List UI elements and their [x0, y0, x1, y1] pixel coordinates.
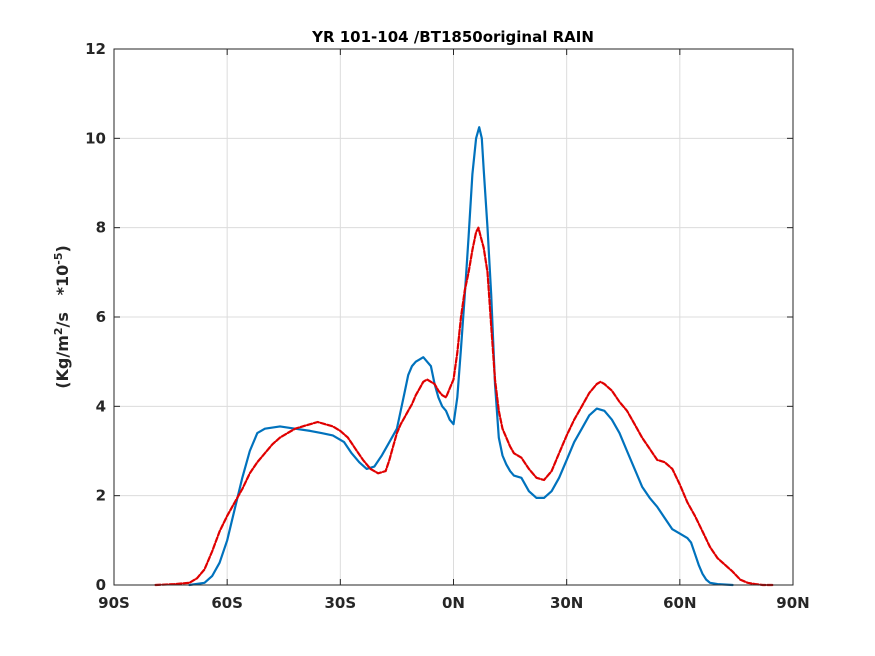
- ticks: 90S 60S 30S 0N 30N 60N 90N 0 2 4 6 8 10 12: [85, 40, 810, 612]
- x-tick-label: 60N: [663, 594, 696, 612]
- y-axis-label: (Kg/m2/s *10-5): [52, 245, 73, 389]
- y-tick-label: 10: [85, 129, 106, 147]
- x-tick-label: 60S: [211, 594, 243, 612]
- y-tick-label: 4: [96, 397, 106, 415]
- chart-title: YR 101-104 /BT1850original RAIN: [311, 28, 594, 46]
- x-tick-label: 90N: [776, 594, 809, 612]
- series-line-2: [154, 226, 776, 587]
- x-tick-label: 0N: [442, 594, 465, 612]
- y-tick-label: 2: [96, 487, 106, 505]
- y-tick-label: 12: [85, 40, 106, 58]
- y-tick-label: 8: [96, 219, 106, 237]
- series-layer: [154, 126, 776, 587]
- y-tick-label: 0: [96, 576, 106, 594]
- y-tick-label: 6: [96, 308, 106, 326]
- x-tick-label: 30S: [324, 594, 356, 612]
- series-line-1: [188, 126, 734, 587]
- x-tick-label: 90S: [98, 594, 130, 612]
- x-tick-label: 30N: [550, 594, 583, 612]
